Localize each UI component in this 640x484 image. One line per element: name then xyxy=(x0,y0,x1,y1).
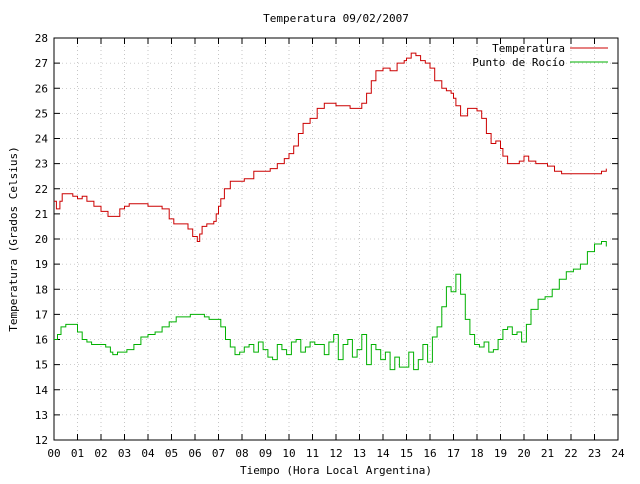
y-tick-label: 16 xyxy=(35,334,48,347)
axis-ticks: 00 01 02 03 04 05 06 07 08 09 10 11 12 13 14 15 16 17 18 19… xyxy=(35,32,625,460)
y-tick-label: 12 xyxy=(35,434,48,447)
x-tick-label: 23 xyxy=(588,447,601,460)
x-tick-label: 05 xyxy=(165,447,178,460)
series-layer xyxy=(54,52,607,371)
x-tick-label: 09 xyxy=(259,447,272,460)
legend-label: Temperatura xyxy=(492,42,565,55)
x-tick-label: 19 xyxy=(494,447,507,460)
x-tick-label: 24 xyxy=(611,447,625,460)
y-tick-label: 21 xyxy=(35,208,48,221)
series-line-temperatura xyxy=(54,52,607,242)
x-tick-label: 20 xyxy=(517,447,530,460)
x-tick-label: 13 xyxy=(353,447,366,460)
x-tick-label: 03 xyxy=(118,447,131,460)
x-tick-label: 17 xyxy=(447,447,460,460)
x-tick-label: 18 xyxy=(470,447,483,460)
y-tick-label: 27 xyxy=(35,57,48,70)
x-tick-label: 14 xyxy=(376,447,390,460)
y-tick-label: 18 xyxy=(35,283,48,296)
y-tick-label: 23 xyxy=(35,158,48,171)
y-tick-label: 14 xyxy=(35,384,49,397)
x-axis-label: Tiempo (Hora Local Argentina) xyxy=(240,464,432,477)
y-tick-label: 20 xyxy=(35,233,48,246)
y-tick-label: 19 xyxy=(35,258,48,271)
series-line-punto-de-rocio xyxy=(54,241,607,371)
y-tick-label: 15 xyxy=(35,359,48,372)
y-tick-label: 28 xyxy=(35,32,48,45)
x-tick-label: 08 xyxy=(235,447,248,460)
x-tick-label: 01 xyxy=(71,447,84,460)
y-tick-label: 13 xyxy=(35,409,48,422)
y-tick-label: 17 xyxy=(35,308,48,321)
chart-title: Temperatura 09/02/2007 xyxy=(263,12,409,25)
x-tick-label: 22 xyxy=(564,447,577,460)
legend-label: Punto de Rocío xyxy=(472,56,565,69)
x-tick-label: 07 xyxy=(212,447,225,460)
x-tick-label: 02 xyxy=(94,447,107,460)
x-tick-label: 00 xyxy=(47,447,60,460)
y-tick-label: 24 xyxy=(35,133,49,146)
x-tick-label: 06 xyxy=(188,447,201,460)
x-tick-label: 11 xyxy=(306,447,319,460)
y-tick-label: 26 xyxy=(35,82,48,95)
x-tick-label: 15 xyxy=(400,447,413,460)
y-tick-label: 22 xyxy=(35,183,48,196)
grid xyxy=(54,38,618,440)
x-tick-label: 10 xyxy=(282,447,295,460)
x-tick-label: 12 xyxy=(329,447,342,460)
x-tick-label: 04 xyxy=(141,447,155,460)
y-axis-label: Temperatura (Grados Celsius) xyxy=(7,146,20,331)
x-tick-label: 21 xyxy=(541,447,554,460)
y-tick-label: 25 xyxy=(35,107,48,120)
x-tick-label: 16 xyxy=(423,447,436,460)
